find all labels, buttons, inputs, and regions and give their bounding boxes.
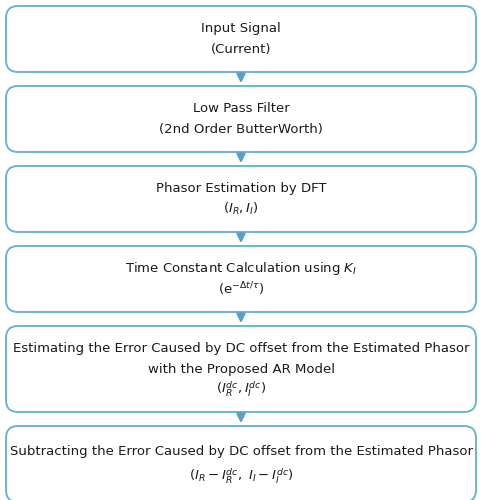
FancyBboxPatch shape bbox=[6, 86, 476, 152]
FancyBboxPatch shape bbox=[6, 326, 476, 412]
Text: Subtracting the Error Caused by DC offset from the Estimated Phasor: Subtracting the Error Caused by DC offse… bbox=[10, 446, 472, 458]
FancyBboxPatch shape bbox=[6, 426, 476, 500]
Text: $(I_R^{dc} , I_I^{dc})$: $(I_R^{dc} , I_I^{dc})$ bbox=[216, 380, 266, 399]
Text: (2nd Order ButterWorth): (2nd Order ButterWorth) bbox=[159, 123, 323, 136]
Text: $(\mathrm{e}^{-\Delta t/\tau})$: $(\mathrm{e}^{-\Delta t/\tau})$ bbox=[218, 280, 264, 298]
FancyBboxPatch shape bbox=[6, 166, 476, 232]
Text: (Current): (Current) bbox=[211, 43, 271, 56]
Text: Low Pass Filter: Low Pass Filter bbox=[193, 102, 289, 115]
FancyBboxPatch shape bbox=[6, 6, 476, 72]
FancyBboxPatch shape bbox=[6, 246, 476, 312]
Text: Time Constant Calculation using $K_I$: Time Constant Calculation using $K_I$ bbox=[125, 260, 357, 277]
Text: $(I_R , I_I)$: $(I_R , I_I)$ bbox=[223, 202, 259, 218]
Text: with the Proposed AR Model: with the Proposed AR Model bbox=[147, 362, 335, 376]
Text: Input Signal: Input Signal bbox=[201, 22, 281, 35]
Text: Phasor Estimation by DFT: Phasor Estimation by DFT bbox=[156, 182, 326, 195]
Text: Estimating the Error Caused by DC offset from the Estimated Phasor: Estimating the Error Caused by DC offset… bbox=[13, 342, 469, 355]
Text: $(I_R - I_R^{dc} ,\ I_I - I_I^{dc})$: $(I_R - I_R^{dc} ,\ I_I - I_I^{dc})$ bbox=[188, 466, 294, 485]
